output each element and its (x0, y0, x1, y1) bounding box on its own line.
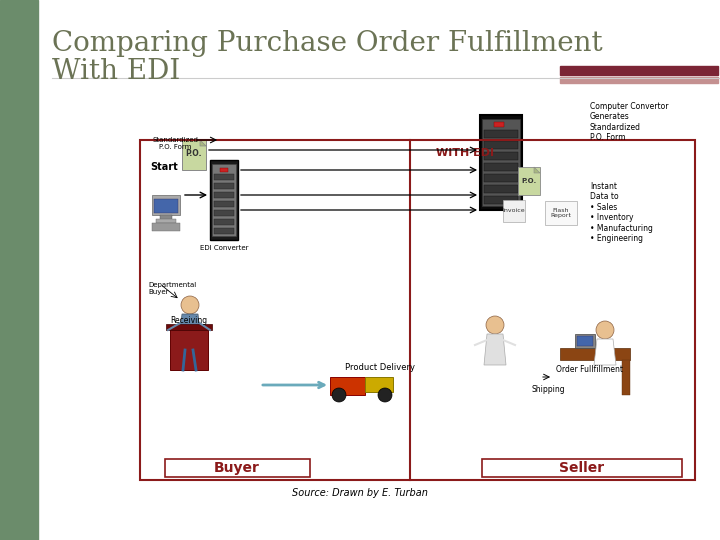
Bar (575, 334, 595, 348)
Bar (160, 215, 172, 220)
Bar (140, 140, 695, 480)
Text: Receiving: Receiving (171, 316, 207, 325)
Bar (484, 185, 518, 193)
Bar (170, 325, 208, 370)
Bar (152, 223, 180, 231)
Bar (484, 196, 518, 204)
Text: EDI Converter: EDI Converter (199, 245, 248, 251)
Polygon shape (534, 167, 540, 173)
Bar (156, 219, 176, 223)
Text: Flash
Report: Flash Report (551, 207, 572, 218)
Circle shape (486, 316, 504, 334)
Circle shape (378, 388, 392, 402)
Bar (484, 152, 518, 160)
Text: Product Delivery: Product Delivery (345, 363, 415, 372)
Bar (545, 201, 577, 225)
Bar (503, 200, 525, 222)
Bar (484, 163, 518, 171)
Bar (622, 360, 630, 395)
Bar (560, 66, 718, 75)
Text: Standardized
P.O. Form: Standardized P.O. Form (152, 137, 198, 150)
Text: WITH EDI: WITH EDI (436, 148, 494, 158)
Bar (482, 119, 520, 206)
Circle shape (332, 388, 346, 402)
Text: Start: Start (150, 162, 178, 172)
Bar (152, 195, 180, 215)
Bar (560, 348, 630, 360)
Bar (214, 174, 234, 180)
Bar (214, 183, 234, 189)
Bar (518, 167, 540, 195)
Bar (484, 174, 518, 182)
Text: Computer Convertor
Generates
Standardized
P.O. Form: Computer Convertor Generates Standardize… (590, 102, 668, 142)
Bar (210, 160, 238, 240)
Bar (214, 228, 234, 234)
Text: Comparing Purchase Order Fulfillment: Comparing Purchase Order Fulfillment (52, 30, 603, 57)
Polygon shape (594, 339, 616, 365)
Bar (212, 164, 236, 236)
Circle shape (596, 321, 614, 339)
Text: Instant
Data to
• Sales
• Inventory
• Manufacturing
• Engineering: Instant Data to • Sales • Inventory • Ma… (590, 182, 653, 243)
Text: P.O.: P.O. (186, 150, 202, 159)
Bar (214, 210, 234, 216)
Bar (220, 168, 228, 172)
Bar (182, 140, 206, 170)
Text: Invoice: Invoice (503, 208, 526, 213)
Text: Buyer: Buyer (214, 461, 260, 475)
Bar (166, 324, 212, 330)
Polygon shape (484, 334, 506, 365)
Text: Departmental
Buyer: Departmental Buyer (148, 282, 197, 295)
Bar (154, 199, 178, 213)
Text: Source: Drawn by E. Turban: Source: Drawn by E. Turban (292, 488, 428, 498)
Text: Seller: Seller (559, 461, 605, 475)
Bar (480, 115, 522, 210)
Bar (494, 122, 504, 127)
Polygon shape (200, 140, 206, 146)
Bar (214, 201, 234, 207)
Bar (214, 192, 234, 198)
Bar (560, 77, 718, 83)
Bar (0, 0, 38, 540)
Bar (365, 377, 393, 392)
Bar (577, 336, 593, 346)
Bar (165, 459, 310, 477)
Text: With EDI: With EDI (52, 58, 180, 85)
Bar (484, 141, 518, 149)
Bar (330, 377, 365, 395)
Text: Shipping: Shipping (531, 385, 564, 394)
Polygon shape (178, 314, 202, 350)
Bar (214, 219, 234, 225)
Text: Order Fullfillment: Order Fullfillment (557, 365, 624, 374)
Bar (484, 130, 518, 138)
Text: P.O.: P.O. (521, 178, 536, 184)
Bar (482, 459, 682, 477)
Circle shape (181, 296, 199, 314)
